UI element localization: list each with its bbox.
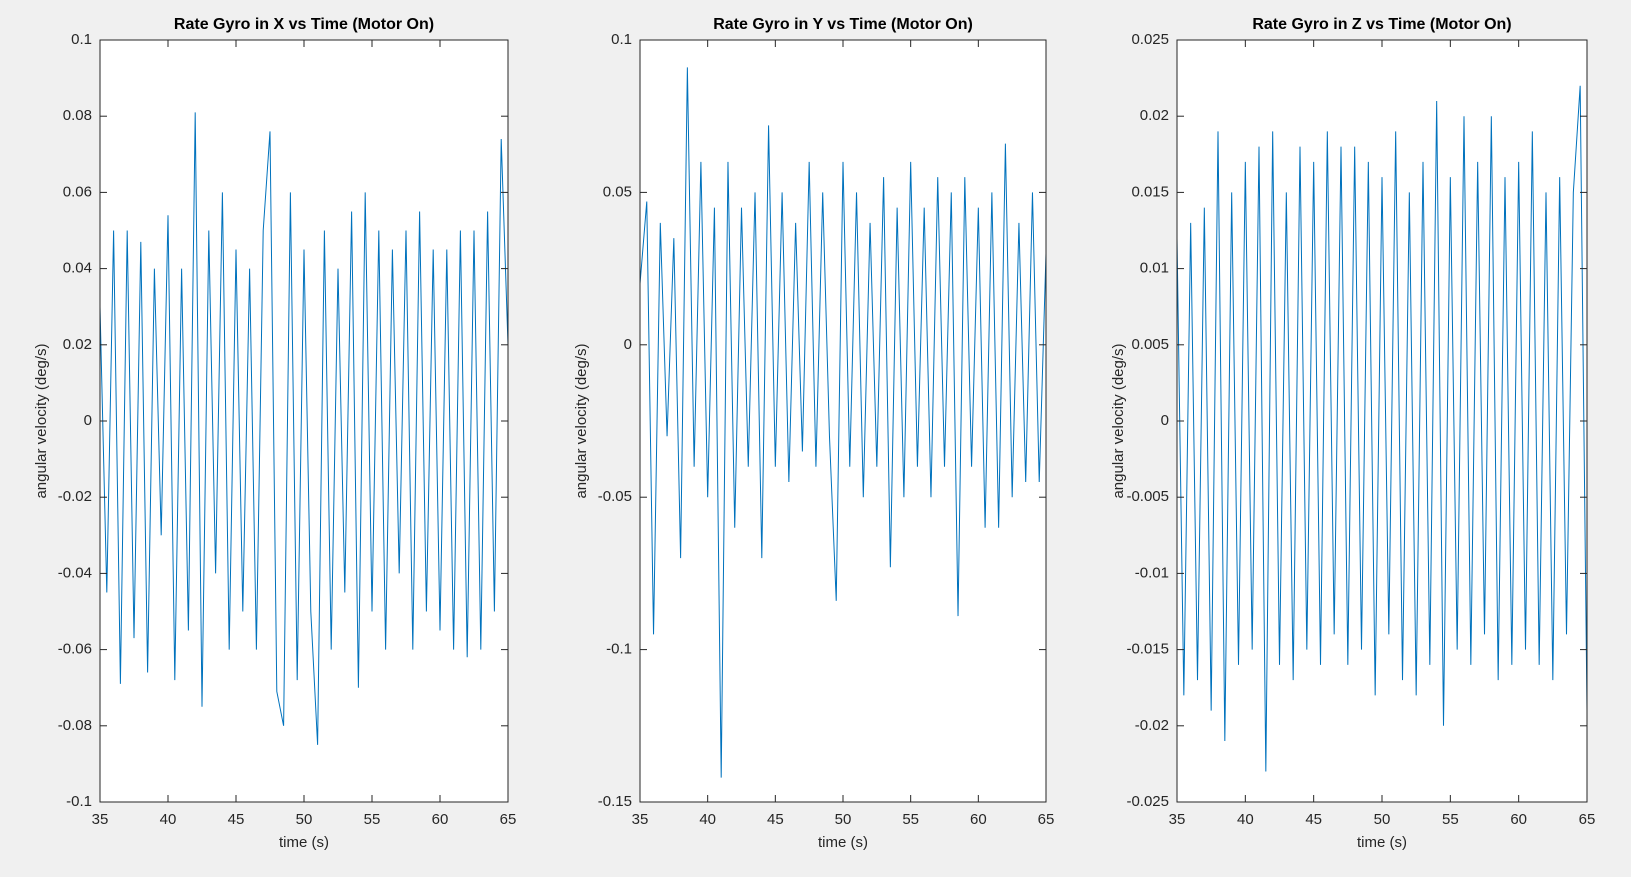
- y-tick-label: 0: [1161, 412, 1169, 429]
- y-tick-label: -0.02: [1135, 717, 1169, 734]
- y-tick-label: 0: [624, 336, 632, 353]
- plot-area: [100, 40, 508, 802]
- data-line: [639, 67, 1047, 778]
- x-tick-label: 40: [160, 811, 177, 828]
- chart-title: Rate Gyro in Y vs Time (Motor On): [713, 16, 973, 33]
- x-tick-label: 60: [432, 811, 449, 828]
- x-tick-label: 50: [1374, 811, 1391, 828]
- y-tick-label: -0.15: [598, 793, 632, 810]
- y-tick-label: -0.06: [58, 641, 92, 658]
- x-tick-label: 65: [1579, 811, 1596, 828]
- x-tick-label: 60: [970, 811, 987, 828]
- x-tick-label: 65: [1038, 811, 1055, 828]
- y-tick-label: 0.02: [63, 336, 92, 353]
- y-tick-label: 0: [84, 412, 92, 429]
- x-tick-label: 55: [902, 811, 919, 828]
- x-tick-label: 45: [767, 811, 784, 828]
- y-tick-label: -0.02: [58, 488, 92, 505]
- y-axis-label: angular velocity (deg/s): [33, 343, 50, 498]
- x-tick-label: 55: [1442, 811, 1459, 828]
- y-tick-label: 0.1: [71, 31, 92, 48]
- x-tick-label: 40: [1237, 811, 1254, 828]
- y-tick-label: 0.025: [1131, 31, 1169, 48]
- x-axis-label: time (s): [818, 834, 868, 851]
- x-tick-label: 40: [699, 811, 716, 828]
- y-tick-label: 0.04: [63, 260, 92, 277]
- y-tick-label: 0.1: [611, 31, 632, 48]
- plot-area: [640, 40, 1046, 802]
- y-tick-label: -0.1: [606, 641, 632, 658]
- x-tick-label: 65: [500, 811, 517, 828]
- y-tick-label: 0.08: [63, 107, 92, 124]
- y-tick-label: 0.06: [63, 183, 92, 200]
- x-tick-label: 50: [835, 811, 852, 828]
- y-tick-label: 0.01: [1140, 260, 1169, 277]
- x-tick-label: 35: [92, 811, 109, 828]
- y-tick-label: -0.005: [1126, 488, 1169, 505]
- y-tick-label: -0.08: [58, 717, 92, 734]
- y-tick-label: 0.05: [603, 183, 632, 200]
- y-tick-label: -0.04: [58, 564, 92, 581]
- x-tick-label: 55: [364, 811, 381, 828]
- data-line: [99, 112, 509, 745]
- x-tick-label: 35: [632, 811, 649, 828]
- chart-title: Rate Gyro in X vs Time (Motor On): [174, 16, 434, 33]
- y-tick-label: -0.05: [598, 488, 632, 505]
- y-tick-label: 0.005: [1131, 336, 1169, 353]
- y-axis-label: angular velocity (deg/s): [1110, 343, 1127, 498]
- plot-area: [1177, 40, 1587, 802]
- y-tick-label: -0.025: [1126, 793, 1169, 810]
- x-tick-label: 50: [296, 811, 313, 828]
- y-tick-label: -0.01: [1135, 564, 1169, 581]
- y-tick-label: -0.1: [66, 793, 92, 810]
- data-line: [1176, 85, 1588, 772]
- y-tick-label: 0.02: [1140, 107, 1169, 124]
- y-tick-label: -0.015: [1126, 641, 1169, 658]
- x-tick-label: 60: [1510, 811, 1527, 828]
- x-tick-label: 45: [1305, 811, 1322, 828]
- x-axis-label: time (s): [279, 834, 329, 851]
- x-tick-label: 35: [1169, 811, 1186, 828]
- x-axis-label: time (s): [1357, 834, 1407, 851]
- y-axis-label: angular velocity (deg/s): [573, 343, 590, 498]
- x-tick-label: 45: [228, 811, 245, 828]
- y-tick-label: 0.015: [1131, 183, 1169, 200]
- chart-title: Rate Gyro in Z vs Time (Motor On): [1252, 16, 1511, 33]
